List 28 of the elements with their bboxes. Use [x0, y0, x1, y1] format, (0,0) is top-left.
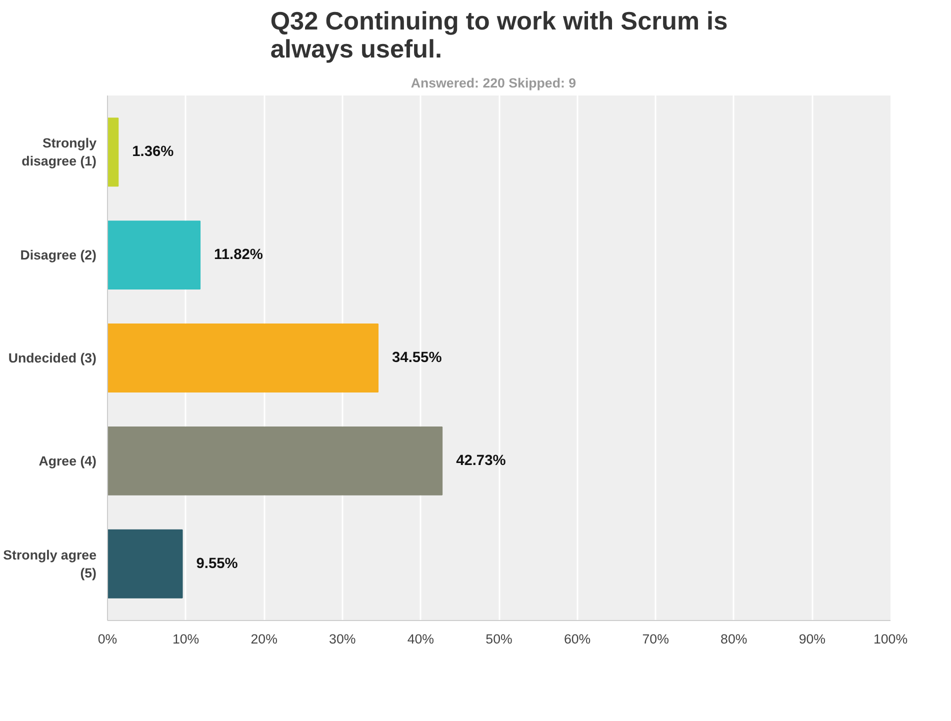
bar: [108, 426, 443, 496]
y-tick-label: Undecided (3): [8, 350, 96, 366]
y-tick-label: Disagree (2): [20, 248, 97, 263]
chart-subtitle: Answered: 220 Skipped: 9: [410, 76, 576, 90]
data-label: 42.73%: [456, 452, 506, 469]
data-label: 9.55%: [196, 556, 238, 572]
data-label: 11.82%: [214, 247, 263, 264]
bar: [108, 118, 119, 187]
bar: [108, 220, 201, 290]
x-tick-label: 70%: [642, 632, 670, 646]
data-label: 1.36%: [132, 144, 174, 160]
x-tick-label: 50%: [486, 632, 512, 646]
x-tick-label: 90%: [798, 632, 826, 646]
x-tick-label: 40%: [407, 632, 434, 646]
bar: [108, 529, 183, 598]
x-tick-label: 60%: [564, 632, 591, 646]
data-label: 34.55%: [392, 350, 442, 366]
chart-title: Q32 Continuing to work with Scrum is always useful.: [270, 8, 728, 64]
x-tick-label: 100%: [873, 632, 908, 646]
x-tick-label: 0%: [98, 632, 118, 646]
x-tick-label: 10%: [172, 632, 200, 646]
x-tick-label: 30%: [329, 632, 356, 646]
y-tick-label: Agree (4): [38, 453, 97, 468]
x-tick-label: 80%: [720, 632, 748, 646]
y-tick-label: Strongly agree (5): [3, 547, 97, 580]
x-tick-label: 20%: [250, 632, 278, 646]
bar: [108, 324, 379, 392]
y-tick-label: Strongly disagree (1): [22, 136, 98, 169]
